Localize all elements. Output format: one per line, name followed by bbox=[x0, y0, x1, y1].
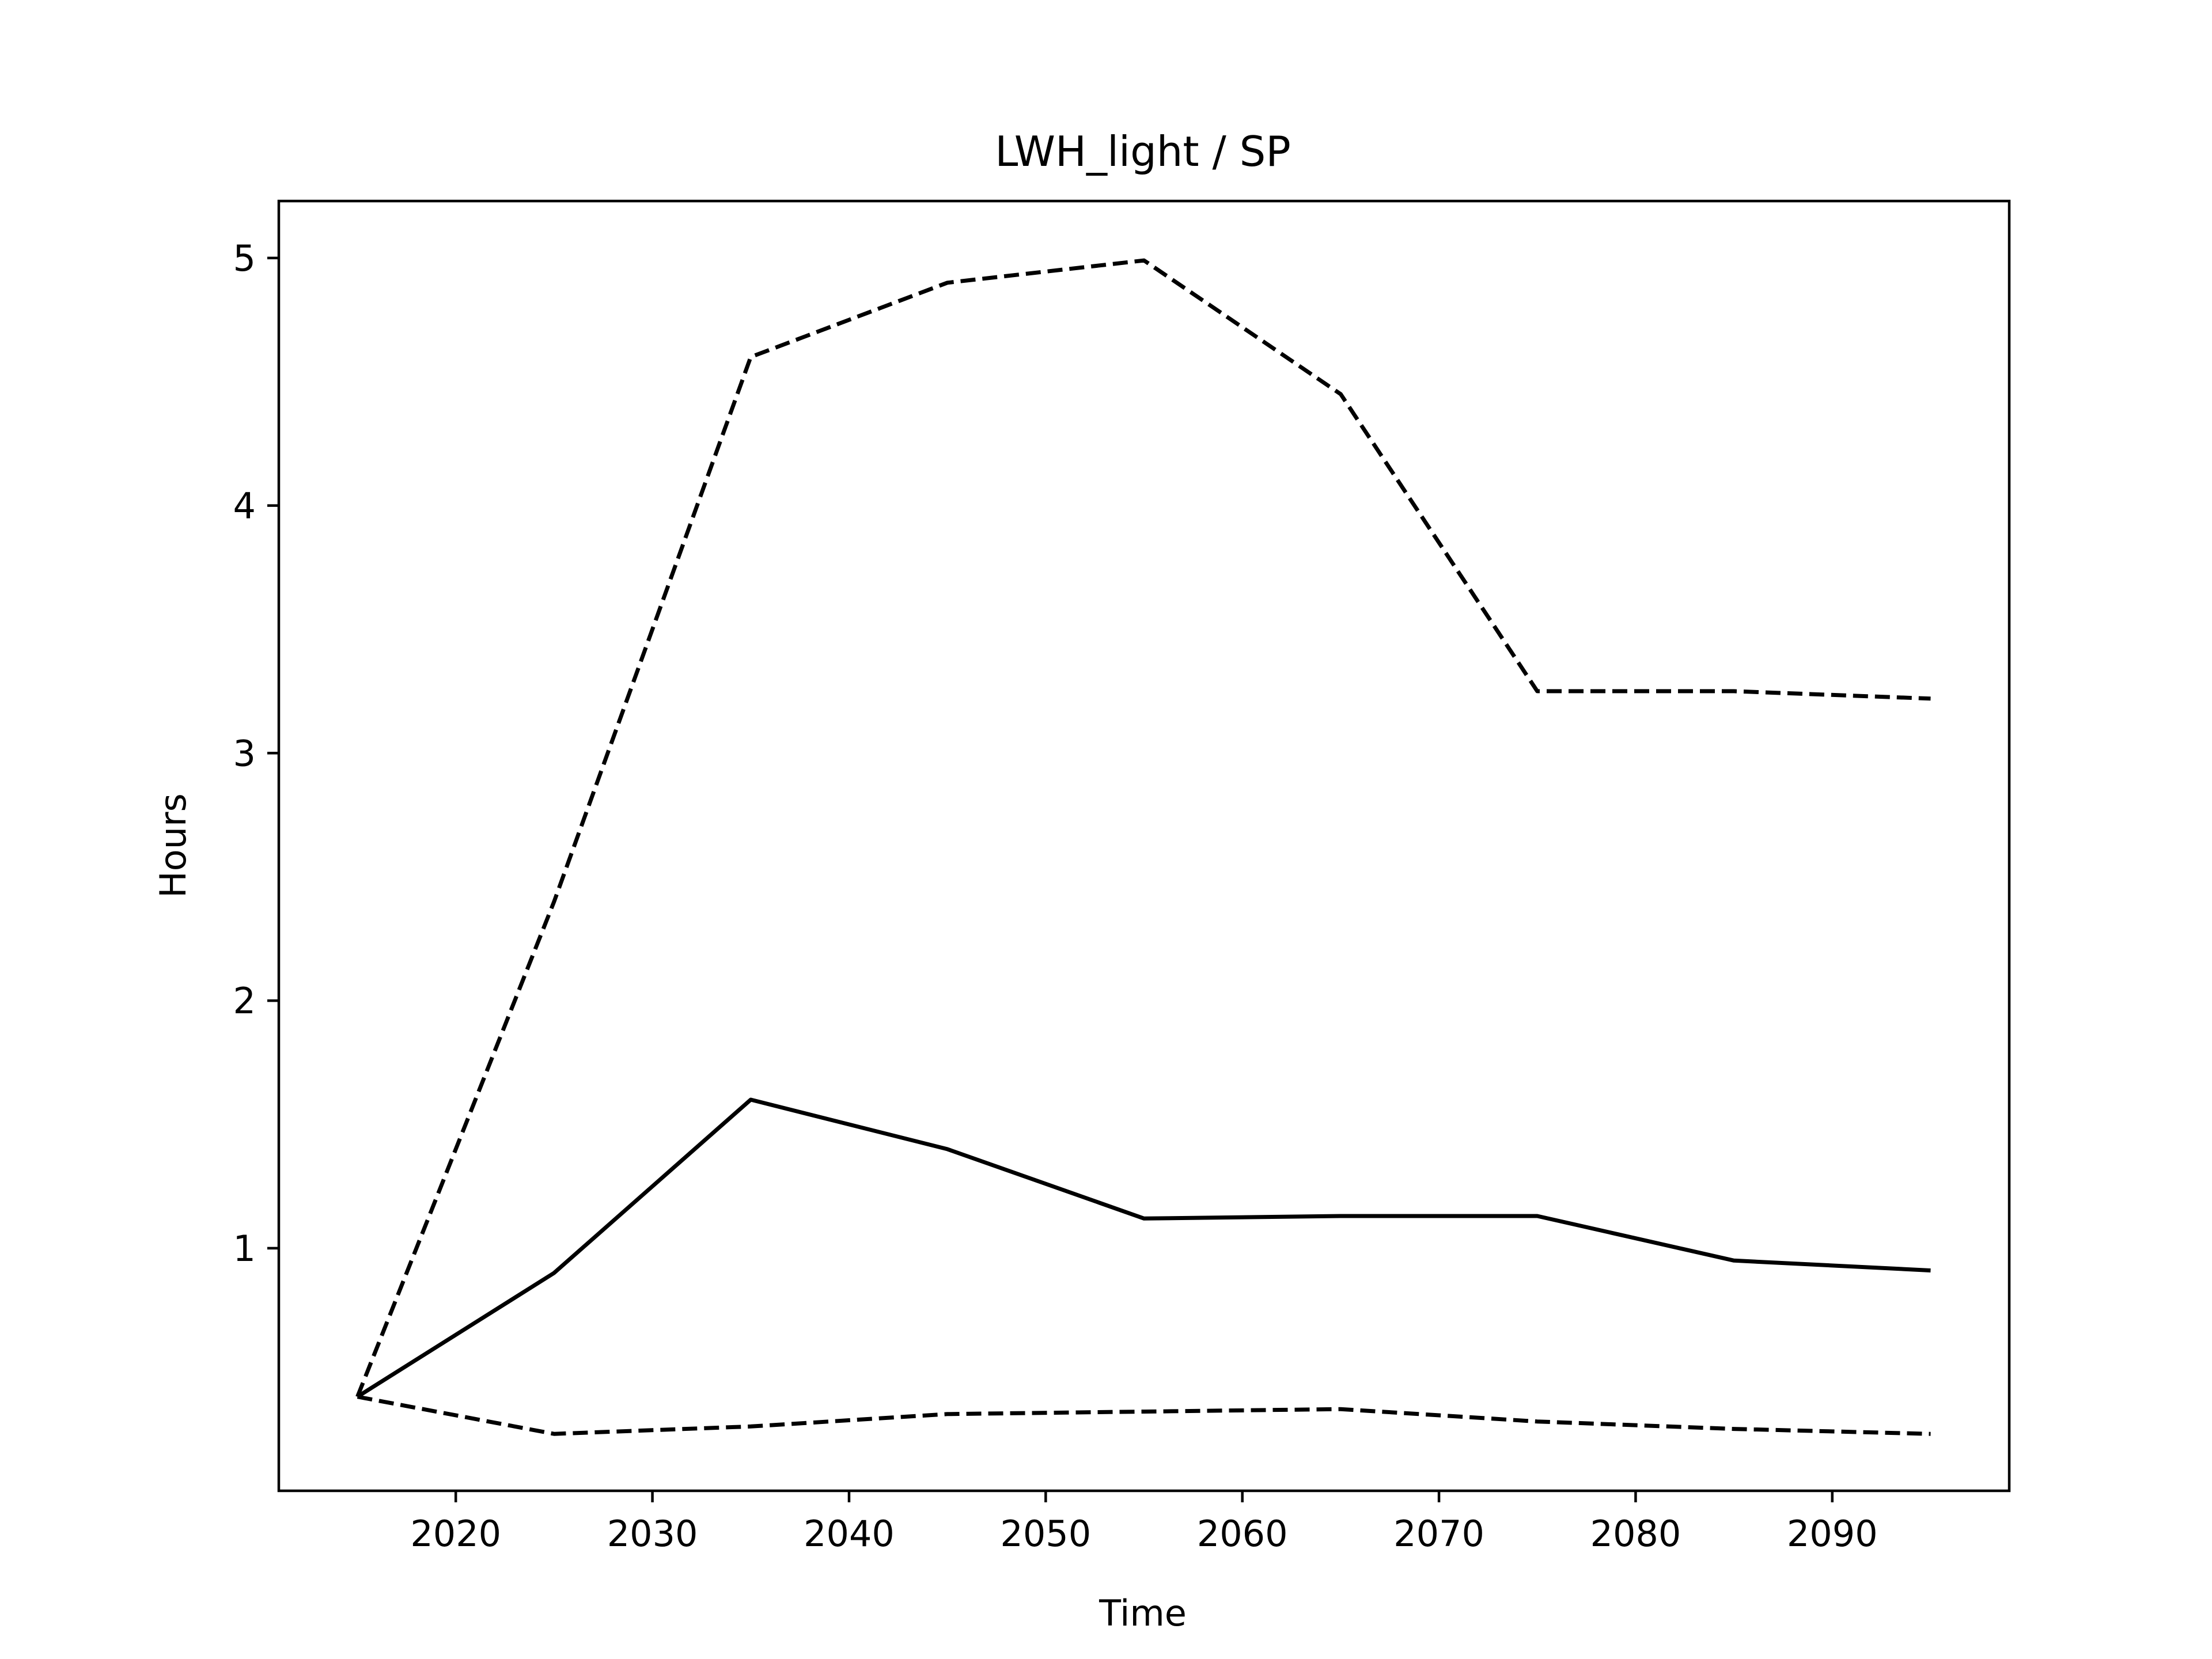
y-tick-label: 1 bbox=[233, 1228, 256, 1270]
plot-area bbox=[355, 258, 1931, 1436]
chart-title: LWH_light / SP bbox=[995, 127, 1291, 176]
series-line-2 bbox=[356, 1097, 1931, 1399]
x-tick-label: 2040 bbox=[804, 1513, 895, 1555]
series-line-1 bbox=[355, 258, 1931, 1397]
y-tick-label: 4 bbox=[233, 485, 256, 527]
x-tick-label: 2060 bbox=[1197, 1513, 1288, 1555]
y-tick-label: 2 bbox=[233, 980, 256, 1022]
x-tick-label: 2090 bbox=[1787, 1513, 1878, 1555]
x-tick-label: 2050 bbox=[1000, 1513, 1091, 1555]
y-axis: 1 2 3 4 5 bbox=[233, 237, 279, 1270]
x-tick-label: 2030 bbox=[607, 1513, 698, 1555]
x-axis: 2020 2030 2040 2050 2060 2070 2080 2090 bbox=[410, 1491, 1878, 1555]
x-axis-label: Time bbox=[1099, 1592, 1187, 1634]
y-tick-label: 3 bbox=[233, 732, 256, 774]
series-line-3 bbox=[357, 1395, 1931, 1436]
x-tick-label: 2080 bbox=[1590, 1513, 1681, 1555]
axes-frame bbox=[277, 199, 2011, 1493]
y-axis-label: Hours bbox=[152, 793, 194, 898]
y-tick-label: 5 bbox=[233, 237, 256, 279]
x-tick-label: 2020 bbox=[410, 1513, 501, 1555]
x-tick-label: 2070 bbox=[1393, 1513, 1484, 1555]
